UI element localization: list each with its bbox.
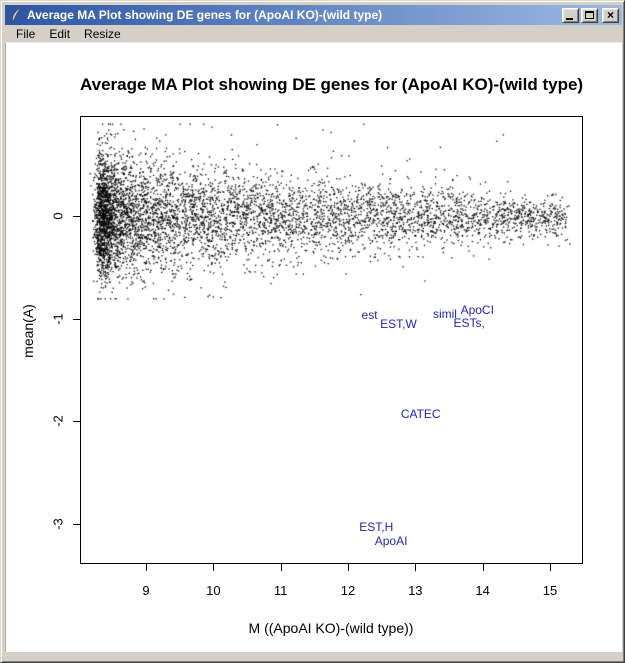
close-icon: ×	[606, 7, 614, 22]
menu-bar: File Edit Resize	[5, 25, 622, 43]
r-quill-icon	[8, 7, 23, 23]
y-axis-tick	[73, 216, 80, 217]
y-axis-label: mean(A)	[20, 304, 36, 358]
x-tick-label: 13	[408, 583, 423, 598]
y-tick-label: -1	[50, 312, 66, 325]
de-gene-label: simil	[432, 306, 457, 321]
de-gene-label: EST,W	[380, 316, 417, 331]
y-tick-label: -3	[50, 518, 66, 530]
y-tick-label: 0	[50, 212, 66, 220]
minimize-button[interactable]	[562, 7, 579, 23]
x-tick-label: 12	[340, 583, 356, 598]
y-axis-tick	[73, 524, 80, 526]
menu-item-edit[interactable]: Edit	[49, 26, 71, 41]
plot-box	[80, 116, 583, 564]
x-axis-tick	[280, 564, 282, 571]
de-gene-label: EST,H	[359, 520, 394, 535]
x-tick-label: 14	[475, 583, 490, 598]
x-axis-tick	[213, 564, 215, 571]
x-axis-tick	[347, 564, 349, 571]
de-gene-label: ESTs,	[453, 315, 485, 330]
menu-item-resize[interactable]: Resize	[84, 26, 121, 41]
x-tick-label: 10	[206, 583, 221, 598]
x-axis-tick	[549, 564, 551, 571]
x-axis-tick	[146, 564, 147, 571]
y-axis-tick	[73, 318, 80, 320]
x-axis-label: M ((ApoAI KO)-(wild type))	[248, 620, 414, 636]
y-tick-label: -2	[50, 415, 66, 428]
y-axis-tick	[73, 421, 80, 423]
de-gene-label: CATEC	[400, 407, 441, 422]
maximize-icon	[585, 10, 594, 19]
window-title: Average MA Plot showing DE genes for (Ap…	[27, 8, 383, 22]
x-axis-tick	[482, 564, 484, 571]
close-button[interactable]: ×	[602, 7, 619, 23]
chart-title: Average MA Plot showing DE genes for (Ap…	[80, 75, 584, 94]
maximize-button[interactable]	[581, 7, 598, 23]
window-controls: ×	[562, 7, 619, 23]
x-tick-label: 9	[142, 583, 150, 598]
plot-device-area: Average MA Plot showing DE genes for (Ap…	[5, 43, 622, 652]
title-bar[interactable]: Average MA Plot showing DE genes for (Ap…	[5, 5, 622, 25]
minimize-icon	[566, 17, 573, 20]
de-gene-label: est	[361, 307, 378, 322]
de-gene-label: ApoCI	[460, 303, 494, 318]
scatter-points-canvas	[6, 43, 622, 652]
x-tick-label: 15	[542, 583, 558, 598]
menu-item-file[interactable]: File	[16, 26, 36, 41]
x-tick-label: 11	[273, 583, 288, 598]
x-axis-tick	[415, 564, 417, 571]
de-gene-label: ApoAI	[374, 533, 408, 548]
